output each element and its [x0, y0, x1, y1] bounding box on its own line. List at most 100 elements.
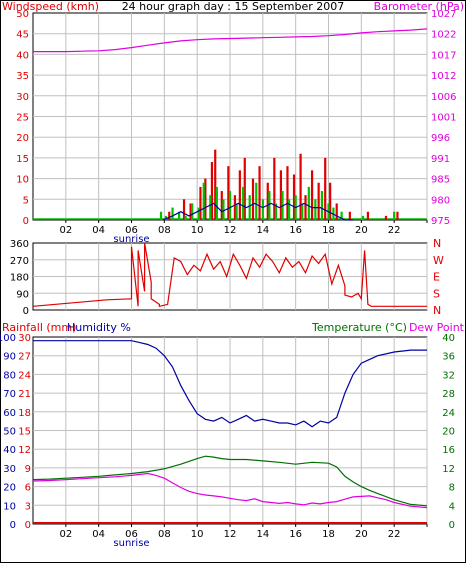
dir-y-tick-label: 180	[10, 273, 29, 284]
temp-panel-sunrise-label: sunrise	[113, 538, 149, 549]
rain-y-tick-label: 24	[18, 370, 31, 381]
wind-panel-x-tick-label: 14	[256, 225, 269, 236]
wind-panel-x-tick-label: 18	[322, 225, 335, 236]
humidity-y-tick-label: 80	[3, 370, 16, 381]
rain-y-tick-label: 18	[18, 408, 31, 419]
temp-panel-x-tick-label: 04	[92, 529, 105, 540]
compass-label: N	[433, 237, 441, 250]
temp-y-tick-label: 8	[449, 483, 455, 494]
wind-y-tick-label: 30	[16, 92, 29, 103]
dewpoint-line	[32, 472, 428, 509]
rain-y-tick-label: 0	[25, 520, 31, 531]
dir-y-tick-label: 90	[16, 289, 29, 300]
temp-panel-x-tick-label: 18	[322, 529, 335, 540]
baro-y-tick-label: 1027	[431, 9, 456, 20]
temp-panel-x-tick-label: 02	[59, 529, 72, 540]
wind-y-tick-label: 0	[23, 216, 29, 227]
baro-y-tick-label: 985	[431, 175, 450, 186]
temp-panel-x-tick-label: 14	[256, 529, 269, 540]
temp-panel-x-tick-label: 22	[388, 529, 401, 540]
wind-y-tick-label: 35	[16, 71, 29, 82]
wind-axis-label: Windspeed (kmh)	[2, 0, 99, 13]
dir-y-tick-label: 270	[10, 256, 29, 267]
humidity-y-tick-label: 20	[3, 483, 16, 494]
wind-y-tick-label: 25	[16, 113, 29, 124]
baro-y-tick-label: 980	[431, 195, 450, 206]
baro-y-tick-label: 991	[431, 154, 450, 165]
baro-y-tick-label: 1001	[431, 113, 456, 124]
temp-y-tick-label: 4	[449, 501, 455, 512]
temp-panel-x-tick-label: 20	[355, 529, 368, 540]
temp-panel-x-tick-label: 06	[125, 529, 138, 540]
dewpoint-axis-label: Dew Point	[409, 321, 465, 334]
wind-y-tick-label: 20	[16, 133, 29, 144]
wind-direction-line	[32, 242, 427, 308]
baro-y-tick-label: 1017	[431, 50, 456, 61]
temp-y-tick-label: 32	[442, 370, 455, 381]
humidity-y-tick-label: 50	[3, 427, 16, 438]
compass-label: S	[433, 287, 440, 300]
baro-y-tick-label: 1006	[431, 92, 456, 103]
rain-y-tick-label: 9	[25, 464, 31, 475]
wind-panel-x-tick-label: 04	[92, 225, 105, 236]
barometer-line	[33, 28, 428, 53]
rain-y-tick-label: 3	[25, 501, 31, 512]
compass-label: W	[433, 254, 444, 267]
wind-y-tick-label: 50	[16, 9, 29, 20]
wind-y-tick-label: 45	[16, 30, 29, 41]
wind-y-tick-label: 5	[23, 195, 29, 206]
humidity-line	[33, 340, 427, 428]
wind-y-tick-label: 40	[16, 50, 29, 61]
wind-panel-x-tick-label: 20	[355, 225, 368, 236]
avg-wind-line	[162, 202, 354, 221]
temperature-line	[32, 455, 428, 507]
temp-y-tick-label: 24	[442, 408, 455, 419]
temp-y-tick-label: 20	[442, 427, 455, 438]
baro-y-tick-label: 1012	[431, 71, 456, 82]
rain-y-tick-label: 12	[18, 445, 31, 456]
temp-panel-x-tick-label: 12	[224, 529, 237, 540]
wind-y-tick-label: 10	[16, 175, 29, 186]
temp-panel-x-tick-label: 10	[191, 529, 204, 540]
wind-y-tick-label: 15	[16, 154, 29, 165]
wind-panel-x-tick-label: 08	[158, 225, 171, 236]
rain-axis-label: Rainfall (mm)	[2, 321, 76, 334]
compass-label: N	[433, 304, 441, 317]
wind-panel-x-tick-label: 22	[388, 225, 401, 236]
temp-axis-label: Temperature (°C)	[311, 321, 407, 334]
wind-panel-x-tick-label: 16	[289, 225, 302, 236]
wind-panel-x-tick-label: 10	[191, 225, 204, 236]
humidity-y-tick-label: 70	[3, 389, 16, 400]
temp-y-tick-label: 36	[442, 352, 455, 363]
baro-y-tick-label: 996	[431, 133, 450, 144]
rain-y-tick-label: 15	[18, 427, 31, 438]
wind-panel-x-tick-label: 06	[125, 225, 138, 236]
wind-panel-x-tick-label: 02	[59, 225, 72, 236]
humidity-y-tick-label: 100	[0, 333, 16, 344]
graph-title: 24 hour graph day : 15 September 2007	[122, 0, 345, 13]
wind-panel-x-tick-label: 12	[224, 225, 237, 236]
temp-y-tick-label: 28	[442, 389, 455, 400]
temp-y-tick-label: 0	[449, 520, 455, 531]
temp-y-tick-label: 40	[442, 333, 455, 344]
humidity-axis-label: Humidity %	[67, 321, 131, 334]
rain-y-tick-label: 21	[18, 389, 31, 400]
wind-panel-sunrise-label: sunrise	[113, 234, 149, 245]
humidity-y-tick-label: 60	[3, 408, 16, 419]
baro-y-tick-label: 975	[431, 216, 450, 227]
temp-y-tick-label: 16	[442, 445, 455, 456]
humidity-y-tick-label: 0	[10, 520, 16, 531]
rain-y-tick-label: 27	[18, 352, 31, 363]
humidity-y-tick-label: 90	[3, 352, 16, 363]
baro-axis-label: Barometer (hPa)	[374, 0, 464, 13]
baro-y-tick-label: 1022	[431, 30, 456, 41]
rain-y-tick-label: 30	[18, 333, 31, 344]
humidity-y-tick-label: 10	[3, 501, 16, 512]
dir-y-tick-label: 0	[23, 306, 29, 317]
temp-y-tick-label: 12	[442, 464, 455, 475]
dir-y-tick-label: 360	[10, 239, 29, 250]
compass-label: E	[433, 271, 440, 284]
humidity-y-tick-label: 40	[3, 445, 16, 456]
